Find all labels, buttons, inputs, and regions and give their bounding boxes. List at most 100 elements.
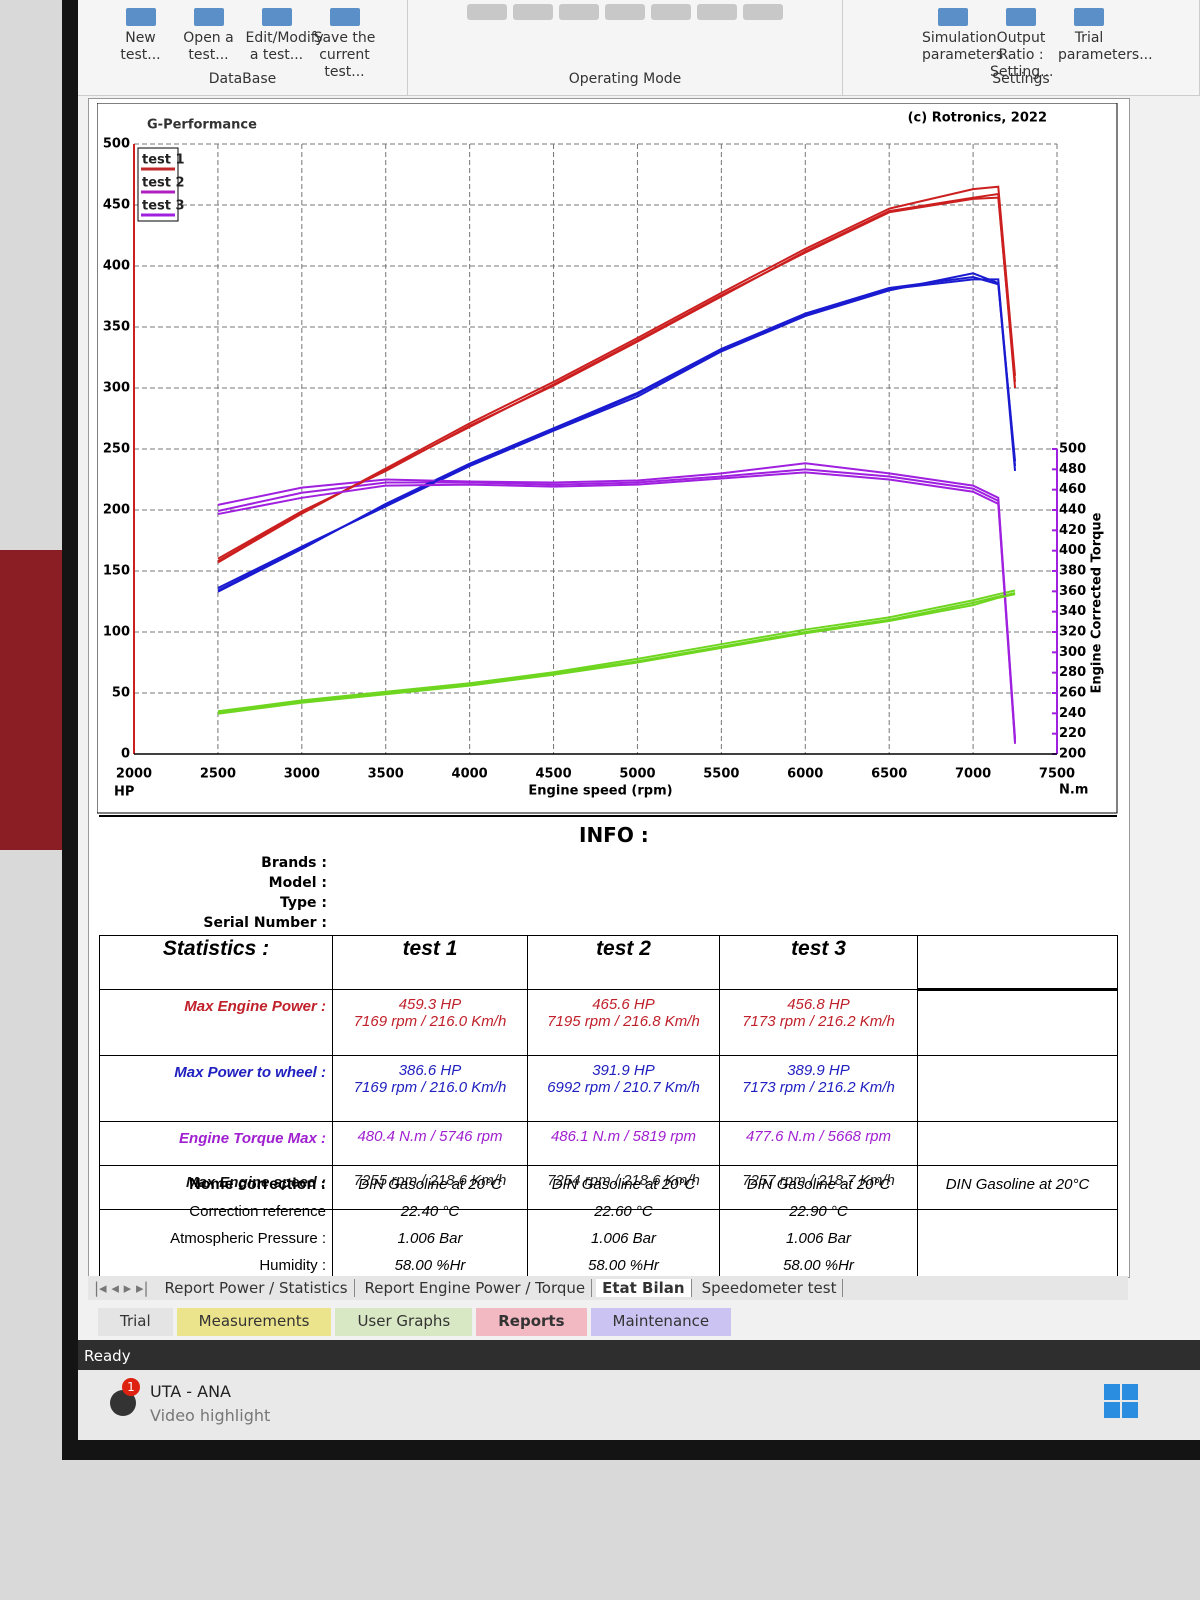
bottom-tab[interactable]: Maintenance (590, 1308, 732, 1336)
correction-cell: 22.60 °C (527, 1198, 720, 1225)
sheet-tab[interactable]: Etat Bilan (596, 1279, 692, 1297)
info-title: INFO : (579, 823, 649, 847)
start-button[interactable] (1104, 1384, 1138, 1418)
stat-cell: 486.1 N.m / 5819 rpm (527, 1121, 720, 1166)
y2-tick-label: 440 (1059, 503, 1086, 518)
header-cell: test 1 (332, 935, 528, 990)
group-label: Operating Mode (568, 71, 682, 87)
cell-line: 459.3 HP (398, 996, 462, 1013)
ribbon-group: Simulation parameters Output Ratio : Sett… (843, 0, 1200, 95)
y-tick-label: 500 (103, 137, 130, 152)
bottom-tab[interactable]: User Graphs (335, 1308, 473, 1336)
correction-row: Atmospheric Pressure :1.006 Bar 1.006 Bar… (99, 1225, 1118, 1252)
ribbon: New test... Open a test... Edit/Modify a t… (78, 0, 1200, 96)
correction-cell: DIN Gasoline at 20°C (917, 1171, 1118, 1198)
x-tick-label: 2500 (200, 767, 236, 782)
y-tick-label: 300 (103, 381, 130, 396)
cell-line: 7173 rpm / 216.2 Km/h (742, 1079, 895, 1096)
correction-cell: 1.006 Bar (719, 1225, 918, 1252)
badge: 1 (122, 1378, 140, 1396)
stat-cell (917, 989, 1118, 1056)
mode-icon[interactable] (743, 4, 783, 20)
stat-cell: 391.9 HP 6992 rpm / 210.7 Km/h (527, 1055, 720, 1122)
x-tick-label: 7000 (955, 767, 991, 782)
sheet-tabs: |◂ ◂ ▸ ▸| Report Power / Statistics Repor… (88, 1276, 1128, 1300)
y2-tick-label: 380 (1059, 564, 1086, 579)
y2-tick-label: 300 (1059, 645, 1086, 660)
mode-icon[interactable] (467, 4, 507, 20)
ribbon-group: Operating Mode (408, 0, 843, 95)
curve (217, 591, 1016, 714)
ribbon-button[interactable]: Trial parameters... (1058, 0, 1153, 95)
curve (217, 471, 1017, 744)
correction-row: Nome correction : DIN Gasoline at 20°C DIN… (99, 1171, 1118, 1198)
mode-icon[interactable] (513, 4, 553, 20)
notification-subtitle: Video highlight (150, 1406, 271, 1425)
y2-tick-label: 260 (1059, 686, 1086, 701)
info-field: Serial Number : (203, 915, 327, 931)
x-tick-label: 3500 (368, 767, 404, 782)
sheet-tab[interactable]: Report Power / Statistics (159, 1279, 355, 1297)
ribbon-button[interactable]: Simulation parameters (922, 0, 1003, 95)
button-icon (1006, 8, 1036, 26)
x-tick-label: 5000 (619, 767, 655, 782)
nav-arrows[interactable]: |◂ ◂ ▸ ▸| (94, 1279, 149, 1297)
ribbon-button[interactable]: Edit/Modify a test... (246, 0, 324, 95)
stat-cell (917, 1055, 1118, 1122)
mode-icon[interactable] (697, 4, 737, 20)
group-label: DataBase (208, 71, 277, 87)
correction-cell (917, 1252, 1118, 1279)
y2-tick-label: 360 (1059, 584, 1086, 599)
mode-icon[interactable] (651, 4, 691, 20)
curve (217, 278, 1017, 592)
y2-tick-label: 460 (1059, 482, 1086, 497)
ribbon-button[interactable]: Open a test... (178, 0, 240, 95)
cell-line: 456.8 HP (787, 996, 850, 1013)
ribbon-button[interactable]: Save the current test... (314, 0, 376, 95)
notification-title[interactable]: UTA - ANA (150, 1382, 231, 1401)
group-label: Settings (992, 71, 1050, 87)
ribbon-group: New test... Open a test... Edit/Modify a t… (78, 0, 408, 95)
x-tick-label: 6000 (787, 767, 823, 782)
header-row: Statistics : test 1 test 2 test 3 (99, 935, 1118, 991)
correction-cell: 58.00 %Hr (332, 1252, 528, 1279)
y2-axis-label: Engine Corrected Torque (1090, 512, 1105, 693)
mode-icon[interactable] (605, 4, 645, 20)
status-bar: Ready (78, 1340, 1200, 1370)
legend-box (137, 147, 179, 222)
taskbar: 1 UTA - ANA Video highlight (78, 1370, 1200, 1440)
button-icon (329, 8, 360, 26)
sheet-tab[interactable]: Speedometer test (696, 1279, 844, 1297)
correction-row: Correction reference 22.40 °C 22.60 °C 22.9… (99, 1198, 1118, 1225)
button-label: Output Ratio : Setting... (990, 30, 1054, 80)
button-label: Save the current test... (313, 30, 376, 80)
correction-cell: 58.00 %Hr (527, 1252, 720, 1279)
cell-line: 477.6 N.m / 5668 rpm (745, 1128, 892, 1145)
y2-tick-label: 200 (1059, 747, 1086, 762)
correction-cell: 22.40 °C (332, 1198, 528, 1225)
stat-cell: 477.6 N.m / 5668 rpm (719, 1121, 918, 1166)
x-tick-label: 4500 (535, 767, 571, 782)
button-icon (1074, 8, 1104, 26)
y2-tick-label: 400 (1059, 543, 1086, 558)
row-label: Humidity : (99, 1252, 333, 1279)
bottom-tab[interactable]: Reports (476, 1308, 587, 1336)
legend-label: test 3 (142, 199, 185, 214)
ribbon-button[interactable]: Output Ratio : Setting... (990, 0, 1054, 95)
stat-cell: 389.9 HP 7173 rpm / 216.2 Km/h (719, 1055, 918, 1122)
correction-cell: DIN Gasoline at 20°C (527, 1171, 720, 1198)
y2-tick-label: 240 (1059, 706, 1086, 721)
bottom-tab[interactable]: Trial (98, 1308, 173, 1336)
correction-table: Nome correction : DIN Gasoline at 20°C DIN… (99, 1171, 1118, 1279)
sheet-tab[interactable]: Report Engine Power / Torque (359, 1279, 593, 1297)
cell-line: 389.9 HP (787, 1062, 850, 1079)
stat-row: Engine Torque Max : 480.4 N.m / 5746 rpm 4… (99, 1121, 1118, 1166)
y2-tick-label: 320 (1059, 625, 1086, 640)
correction-cell: DIN Gasoline at 20°C (332, 1171, 528, 1198)
bottom-tab[interactable]: Measurements (176, 1308, 332, 1336)
mode-icon[interactable] (559, 4, 599, 20)
cell-line: 6992 rpm / 210.7 Km/h (547, 1079, 700, 1096)
correction-cell: 58.00 %Hr (719, 1252, 918, 1279)
ribbon-button[interactable]: New test... (110, 0, 172, 95)
correction-cell (917, 1225, 1118, 1252)
